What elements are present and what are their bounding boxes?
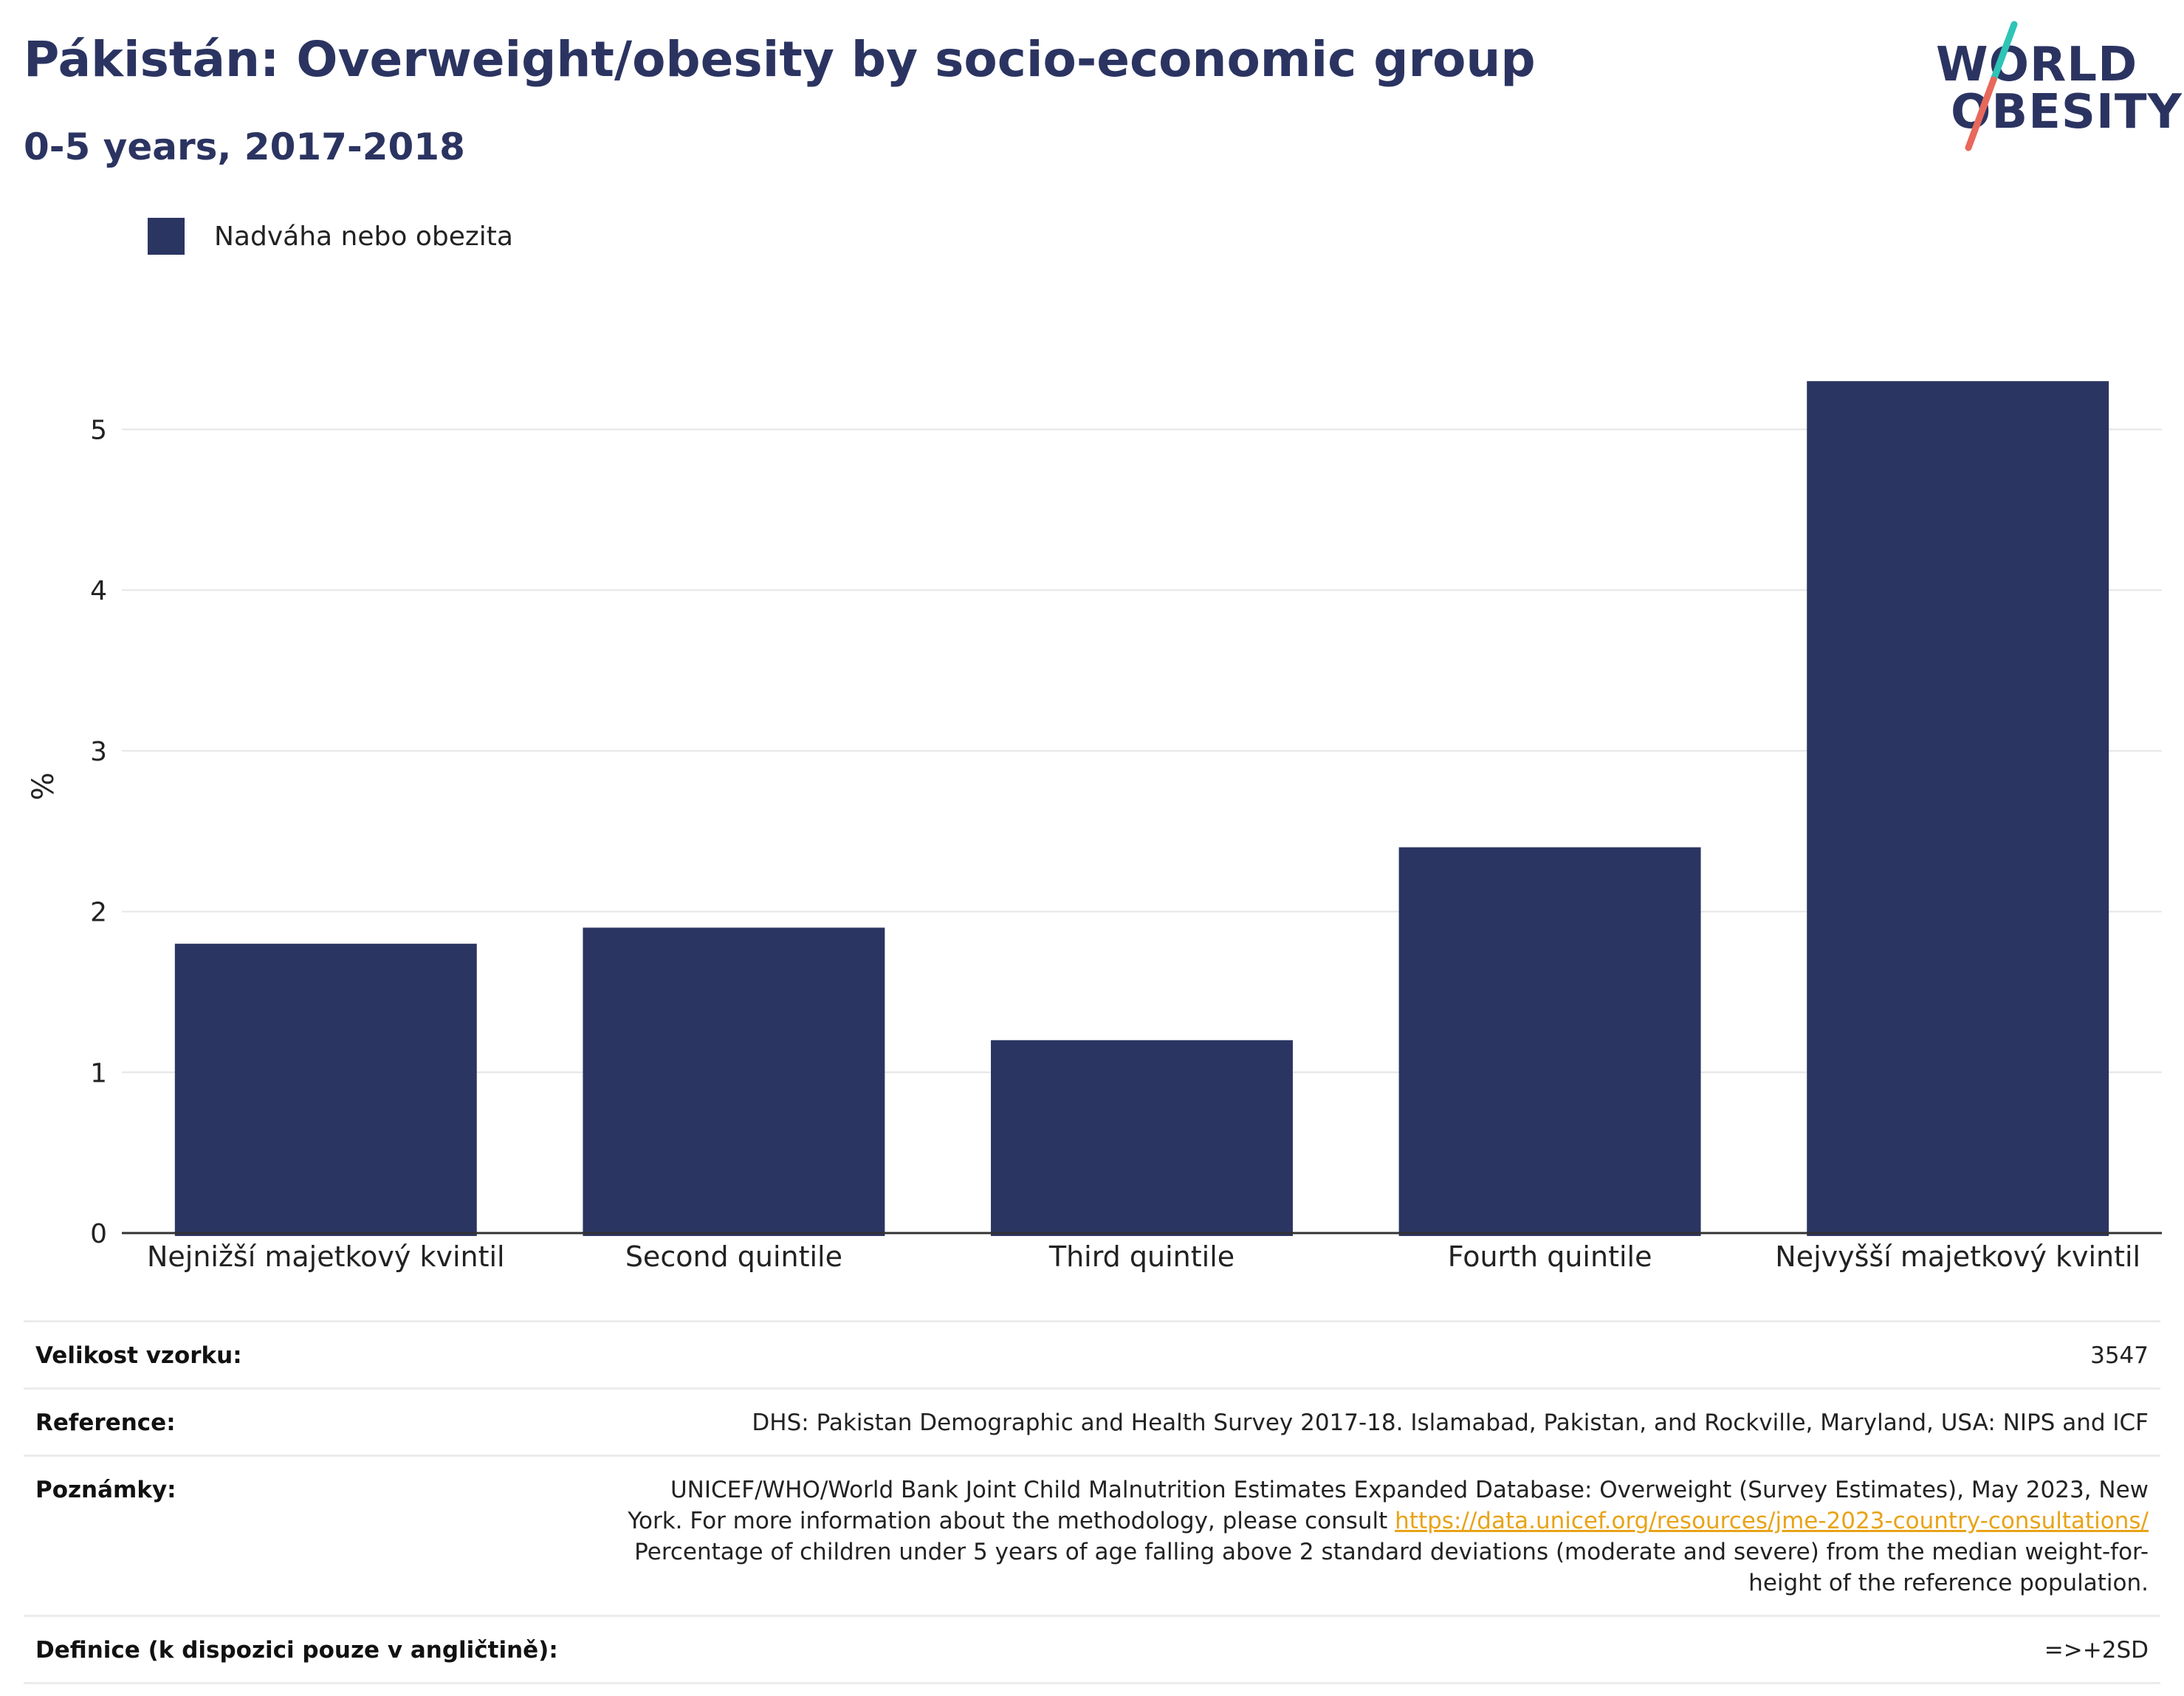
notes-link[interactable]: https://data.unicef.org/resources/jme-20… (1395, 1508, 2149, 1534)
x-tick-label: Fourth quintile (1448, 1240, 1652, 1273)
logo-slash-icon (1965, 21, 2018, 151)
definition-label: Definice (k dispozici pouze v angličtině… (35, 1637, 558, 1664)
bar (991, 1040, 1293, 1236)
y-tick-label: 0 (90, 1219, 107, 1249)
x-tick-label: Second quintile (625, 1240, 842, 1273)
info-row-definition: Definice (k dispozici pouze v angličtině… (24, 1615, 2160, 1684)
legend-label: Nadváha nebo obezita (214, 221, 513, 252)
y-tick-label: 3 (90, 737, 107, 767)
bar (1807, 381, 2109, 1236)
info-row-sample: Velikost vzorku: 3547 (24, 1320, 2160, 1387)
info-row-notes: Poznámky: UNICEF/WHO/World Bank Joint Ch… (24, 1455, 2160, 1615)
notes-text-1: UNICEF/WHO/World Bank Joint Child Malnut… (628, 1477, 2149, 1534)
legend[interactable]: Nadváha nebo obezita (148, 218, 513, 255)
y-tick-label: 2 (90, 898, 107, 928)
definition-value: =>+2SD (2044, 1637, 2149, 1664)
bar-chart: 0 1 2 3 4 5% Nejnižší majetkový kvintil Second … (27, 381, 2162, 1273)
chart-subtitle: 0-5 years, 2017-2018 (24, 126, 465, 168)
notes-text-2: Percentage of children under 5 years of … (634, 1539, 2149, 1596)
sample-size-label: Velikost vzorku: (35, 1342, 242, 1369)
info-row-reference: Reference: DHS: Pakistan Demographic and… (24, 1387, 2160, 1455)
chart-title: Pákistán: Overweight/obesity by socio-ec… (24, 31, 1536, 88)
notes-value: UNICEF/WHO/World Bank Joint Child Malnut… (613, 1474, 2149, 1599)
legend-swatch (148, 218, 185, 255)
info-table: Velikost vzorku: 3547 Reference: DHS: Pa… (24, 1320, 2160, 1684)
y-tick-label: 5 (90, 416, 107, 446)
notes-label: Poznámky: (35, 1477, 176, 1503)
y-tick-label: 4 (90, 576, 107, 606)
world-obesity-logo: WORLD OBESITY (1934, 21, 2182, 154)
reference-label: Reference: (35, 1410, 176, 1436)
bar (1398, 847, 1701, 1236)
x-tick-label: Third quintile (1048, 1240, 1234, 1273)
reference-value: DHS: Pakistan Demographic and Health Sur… (752, 1410, 2149, 1436)
bar (583, 927, 885, 1236)
sample-size-value: 3547 (2090, 1342, 2149, 1369)
x-tick-label: Nejnižší majetkový kvintil (147, 1240, 505, 1273)
x-tick-label: Nejvyšší majetkový kvintil (1775, 1240, 2140, 1273)
y-axis-label: % (27, 772, 61, 800)
bar (174, 944, 477, 1236)
y-tick-label: 1 (90, 1058, 107, 1088)
logo-line1: WORLD (1936, 38, 2138, 92)
